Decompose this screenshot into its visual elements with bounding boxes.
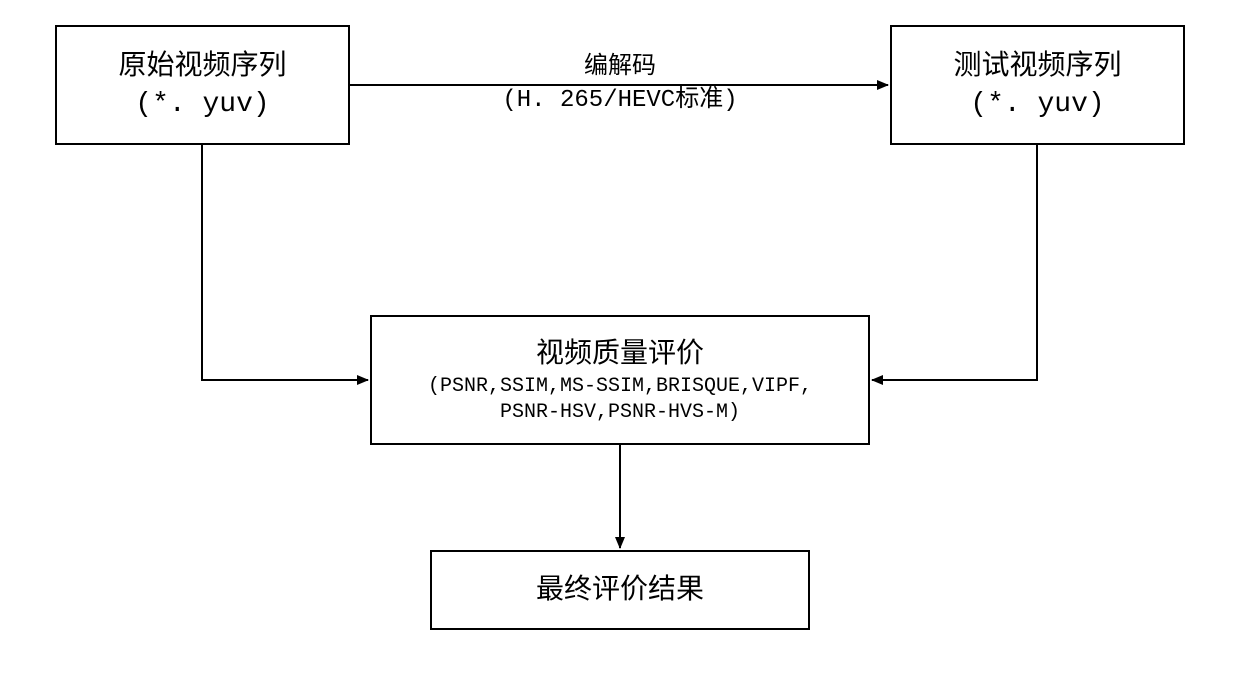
node-test: 测试视频序列 (*. yuv) xyxy=(890,25,1185,145)
node-result-title: 最终评价结果 xyxy=(536,570,704,609)
edge-codec-label-bottom: (H. 265/HEVC标准) xyxy=(360,84,880,118)
edge-test-to-eval xyxy=(872,145,1037,380)
node-source-title: 原始视频序列 xyxy=(118,46,286,85)
node-source-subtitle: (*. yuv) xyxy=(135,85,269,124)
node-eval-sub1: (PSNR,SSIM,MS-SSIM,BRISQUE,VIPF, xyxy=(428,374,812,400)
edge-codec-label-top: 编解码 xyxy=(360,50,880,84)
node-source: 原始视频序列 (*. yuv) xyxy=(55,25,350,145)
node-test-subtitle: (*. yuv) xyxy=(970,85,1104,124)
edge-source-to-eval xyxy=(202,145,368,380)
node-eval: 视频质量评价 (PSNR,SSIM,MS-SSIM,BRISQUE,VIPF, … xyxy=(370,315,870,445)
node-result: 最终评价结果 xyxy=(430,550,810,630)
node-eval-sub2: PSNR-HSV,PSNR-HVS-M) xyxy=(500,400,740,426)
node-test-title: 测试视频序列 xyxy=(953,46,1121,85)
edge-codec-label: 编解码 (H. 265/HEVC标准) xyxy=(360,50,880,117)
node-eval-title: 视频质量评价 xyxy=(536,334,704,373)
